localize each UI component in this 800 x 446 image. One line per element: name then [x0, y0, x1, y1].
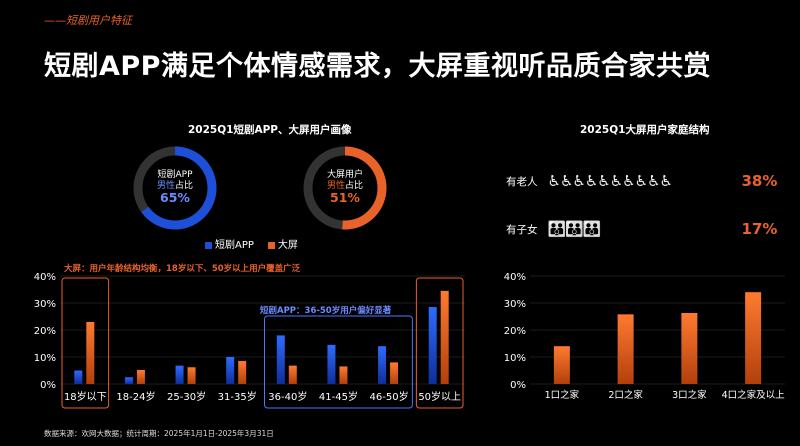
donut-tv-line1: 大屏用户 [326, 170, 363, 180]
legend-label-app: 短剧APP [215, 240, 254, 251]
age-category-label: 25-30岁 [167, 390, 206, 403]
chart-legend: 短剧APP 大屏 [205, 236, 298, 251]
family-category-label: 2口之家 [608, 389, 643, 401]
age-bar-tv [440, 290, 449, 384]
legend-item-app: 短剧APP [205, 236, 254, 251]
age-bar-app [226, 357, 235, 384]
elderly-icons: ♿♿♿♿♿♿♿♿♿♿ [547, 172, 673, 190]
age-highlight-box [264, 315, 413, 409]
age-bar-tv [187, 367, 196, 384]
left-section-title: 2025Q1短剧APP、大屏用户画像 [188, 124, 352, 136]
age-bar-app [74, 370, 83, 384]
family-value-elderly: 38% [741, 172, 778, 190]
age-bar-chart: 0% 10% 20% 30% 40% 18岁以下 18-24岁 25-30岁 31-35岁 36-… [34, 272, 465, 409]
family-ytick-label: 0% [510, 380, 526, 391]
family-bar-chart: 0% 10% 20% 30% 40% 1口之家 2口之家 3口之家 4口之家及以上 [504, 272, 786, 401]
donut-app-pct: 65% [160, 190, 190, 205]
donut-tv-label: 大屏用户 男性占比 51% [315, 170, 375, 205]
family-value-children: 17% [741, 220, 778, 238]
age-bar-tv [86, 321, 95, 384]
legend-item-tv: 大屏 [267, 236, 298, 251]
donut-tv-pct: 51% [330, 190, 360, 205]
legend-swatch-app [205, 241, 212, 249]
age-category-label: 18岁以下 [64, 390, 107, 403]
age-bar-tv [136, 369, 145, 384]
family-ytick-label: 20% [504, 326, 526, 337]
family-bar [617, 314, 634, 384]
donut-app-label: 短剧APP 男性占比 65% [145, 170, 205, 205]
family-bar [681, 312, 698, 384]
age-ytick-label: 20% [34, 326, 56, 337]
family-row-elderly: 有老人 ♿♿♿♿♿♿♿♿♿♿ 38% [506, 172, 777, 190]
age-category-label: 31-35岁 [218, 390, 257, 403]
note-tv: 大屏：用户年龄结构均衡，18岁以下、50岁以上用户覆盖广泛 [64, 264, 301, 274]
age-highlight-box [61, 277, 110, 409]
family-icons: 👪👪👪 [547, 220, 602, 238]
family-row-children: 有子女 👪👪👪 17% [506, 220, 777, 238]
donut-app-arc [133, 146, 217, 230]
right-section-title: 2025Q1大屏用户家庭结构 [580, 124, 710, 136]
age-ytick-label: 0% [40, 380, 56, 391]
legend-label-tv: 大屏 [277, 240, 298, 251]
age-ytick-label: 40% [34, 272, 56, 283]
family-bar [553, 346, 570, 384]
legend-swatch-tv [267, 241, 275, 249]
family-label-children: 有子女 [506, 223, 538, 236]
donut-app-share: 占比 [175, 181, 194, 191]
age-category-label: 41-45岁 [319, 390, 358, 403]
family-category-label: 3口之家 [672, 389, 707, 401]
age-bar-app [378, 346, 387, 384]
family-bar [745, 292, 762, 384]
donut-app-male: 男性 [156, 181, 175, 191]
family-label-elderly: 有老人 [506, 175, 538, 188]
family-category-label: 1口之家 [545, 389, 580, 401]
family-ytick-label: 10% [504, 353, 526, 364]
note-app: 短剧APP：36-50岁用户偏好显著 [260, 306, 392, 316]
donut-app-line1: 短剧APP [157, 170, 193, 180]
age-highlight-box [415, 277, 464, 409]
donut-tv-arc [303, 146, 387, 230]
age-bar-app [175, 365, 184, 384]
family-ytick-label: 30% [504, 299, 526, 310]
page-title: 短剧APP满足个体情感需求，大屏重视听品质合家共赏 [44, 51, 711, 82]
age-ytick-label: 10% [34, 353, 56, 364]
age-bar-app [276, 335, 285, 384]
age-ytick-label: 30% [34, 299, 56, 310]
age-bar-tv [238, 361, 247, 384]
age-bar-tv [339, 366, 348, 384]
age-category-label: 50岁以上 [418, 390, 461, 403]
donut-charts [133, 146, 387, 230]
donut-tv-male: 男性 [326, 181, 345, 191]
age-category-label: 36-40岁 [268, 390, 307, 403]
age-bar-app [327, 344, 336, 384]
family-ytick-label: 40% [504, 272, 526, 283]
age-bar-tv [390, 362, 399, 384]
section-tag: ——短剧用户特征 [44, 14, 132, 27]
age-bar-app [428, 307, 437, 384]
age-category-label: 46-50岁 [370, 390, 409, 403]
age-category-label: 18-24岁 [116, 390, 155, 403]
data-source: 数据来源：欢网大数据；统计周期：2025年1月1日-2025年3月31日 [44, 429, 274, 438]
age-bar-app [124, 377, 133, 384]
donut-tv-share: 占比 [345, 181, 364, 191]
family-category-label: 4口之家及以上 [722, 389, 786, 401]
age-bar-tv [288, 365, 297, 384]
